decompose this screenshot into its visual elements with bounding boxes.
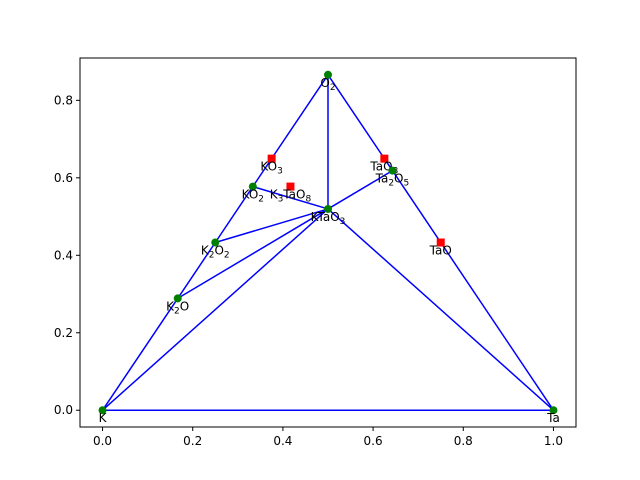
x-tick-label: 0.0 [93, 434, 112, 448]
stable-point [98, 406, 107, 415]
x-tick-label: 0.6 [364, 434, 383, 448]
stable-point [173, 294, 182, 303]
y-tick-label: 0.0 [54, 403, 73, 417]
stable-point [211, 238, 220, 247]
tie-line [327, 169, 393, 210]
tie-line [252, 185, 329, 210]
point-label: K2O2 [201, 244, 230, 261]
x-tick-label: 1.0 [544, 434, 563, 448]
stable-point [324, 70, 332, 79]
unstable-point [436, 238, 445, 247]
x-tick-label: 0.4 [273, 434, 292, 448]
point-label: Ta [546, 411, 560, 425]
stable-point [324, 204, 332, 213]
point-label: K [99, 411, 108, 425]
axes-frame [79, 57, 577, 428]
x-tick-label: 0.2 [183, 434, 202, 448]
point-label: KO3 [260, 160, 282, 177]
stable-point [549, 406, 558, 415]
y-tick-label: 0.6 [54, 171, 73, 185]
tie-line [102, 208, 329, 411]
y-tick-label: 0.2 [54, 326, 73, 340]
point-label: KTaO3 [311, 210, 346, 227]
tie-line [327, 208, 554, 411]
point-label: O2 [320, 76, 335, 93]
unstable-point [380, 154, 389, 163]
point-label: K2O [166, 299, 189, 316]
point-label: KO2 [242, 188, 264, 205]
point-label: Ta2O5 [375, 172, 410, 189]
stable-point [388, 166, 397, 175]
unstable-point [267, 154, 276, 163]
plot: KO3K3TaO8TaO3TaOKTaO2K2OK2O2KO2KTaO3Ta2O… [98, 70, 560, 425]
stable-point [248, 182, 257, 191]
point-label: TaO [429, 244, 452, 258]
x-tick-label: 0.8 [454, 434, 473, 448]
unstable-point [286, 182, 295, 191]
tie-line [177, 208, 329, 300]
y-tick-label: 0.8 [54, 93, 73, 107]
tie-line [215, 208, 329, 244]
y-tick-label: 0.4 [54, 248, 73, 262]
point-label: K3TaO8 [270, 188, 312, 205]
